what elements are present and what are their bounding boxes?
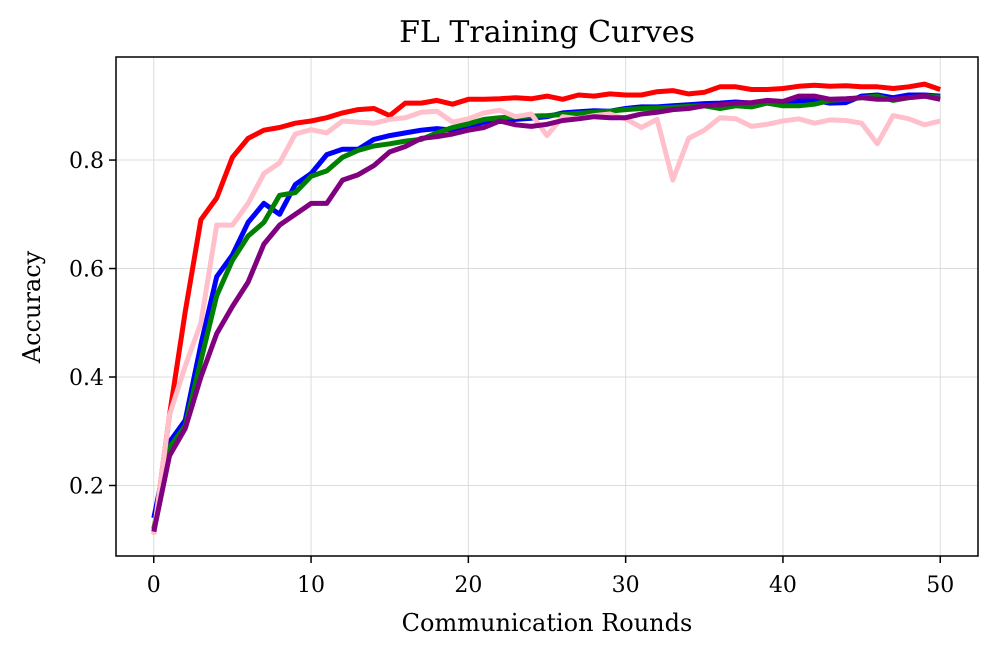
y-tick-label: 0.6	[69, 258, 104, 283]
y-axis-ticks: 0.2 0.4 0.6 0.8	[69, 149, 116, 499]
grid	[116, 57, 978, 556]
series-line-pink	[151, 107, 941, 535]
series-line-green	[151, 93, 941, 530]
plot-area	[151, 81, 942, 535]
plot-frame	[115, 56, 979, 557]
x-tick-label: 30	[612, 573, 640, 598]
series-layer	[151, 81, 942, 535]
chart-title: FL Training Curves	[399, 15, 695, 50]
series-line-red	[151, 81, 942, 535]
x-tick-label: 40	[769, 573, 797, 598]
x-tick-label: 10	[297, 573, 325, 598]
series-line-purple	[151, 93, 941, 533]
x-tick-label: 50	[926, 573, 954, 598]
y-axis-label: Accuracy	[18, 250, 46, 364]
x-axis-label: Communication Rounds	[402, 609, 693, 637]
x-tick-label: 20	[454, 573, 482, 598]
y-tick-label: 0.4	[69, 366, 104, 391]
y-tick-label: 0.2	[69, 474, 104, 499]
x-axis-ticks: 0 10 20 30 40 50	[147, 556, 954, 598]
y-tick-label: 0.8	[69, 149, 104, 174]
x-tick-label: 0	[147, 573, 161, 598]
